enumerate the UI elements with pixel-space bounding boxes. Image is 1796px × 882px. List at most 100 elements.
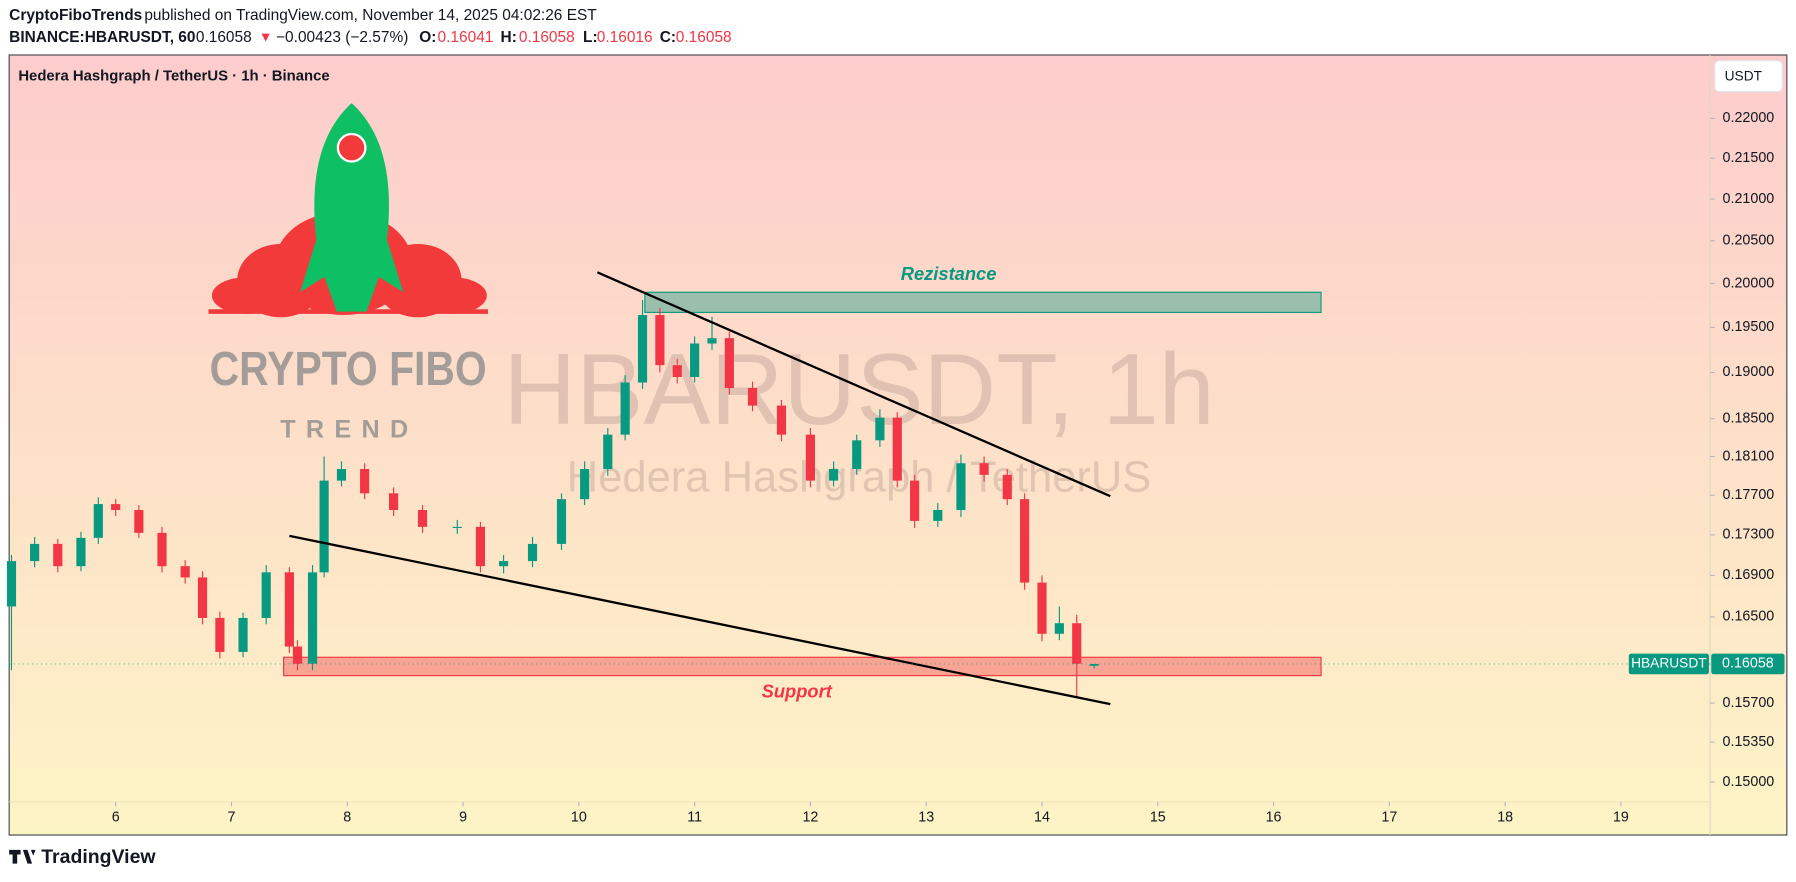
plot: 0.22000 0.21500 0.21000 0.20500 0.20000 0.195…	[6, 110, 1785, 826]
open-label: O:	[419, 29, 436, 46]
zone	[644, 291, 1322, 313]
last-price-box	[1711, 653, 1785, 675]
logo-name: CRYPTO FIBO	[210, 343, 487, 396]
candle-body	[319, 480, 329, 573]
footer-brand: TradingView	[41, 846, 156, 868]
candle-body	[1089, 663, 1099, 666]
candle-body	[933, 509, 943, 521]
y-tick-label: 0.21000	[1723, 191, 1775, 207]
candle-body	[776, 405, 787, 435]
candle-body	[134, 509, 144, 533]
footer-logo	[9, 849, 36, 864]
candle-body	[388, 493, 399, 510]
x-tick-label: 19	[1613, 810, 1629, 826]
candle-body	[956, 463, 966, 510]
y-tick-label: 0.17300	[1723, 527, 1775, 543]
candle-body	[307, 572, 318, 664]
published: published on TradingView.com, November 1…	[144, 7, 597, 24]
candle-body	[261, 572, 271, 618]
y-tick-label: 0.20000	[1723, 275, 1775, 291]
candle-body	[979, 463, 989, 475]
candle-body	[452, 526, 462, 529]
zone	[283, 656, 1322, 677]
candle-body	[197, 577, 208, 618]
candle-body	[111, 504, 121, 510]
candle-body	[6, 561, 17, 607]
candle-body	[1072, 623, 1082, 664]
candle-body	[292, 646, 303, 664]
close-label: C:	[660, 29, 676, 46]
change: −0.00423 (−2.57%)	[276, 29, 408, 46]
candle-body	[828, 469, 839, 481]
candle-body	[215, 617, 225, 652]
y-tick-label: 0.15350	[1723, 734, 1775, 750]
logo: CRYPTO FIBO TREND	[208, 103, 488, 443]
candle-body	[336, 469, 347, 481]
candle-body	[892, 417, 902, 481]
x-tick-label: 18	[1497, 810, 1513, 826]
candle-body	[690, 343, 700, 378]
candle-body	[603, 434, 613, 470]
candle-body	[805, 434, 816, 481]
x-tick-label: 12	[802, 810, 818, 826]
y-tick-label: 0.19500	[1723, 319, 1775, 335]
x-tick-label: 13	[918, 810, 934, 826]
candle-body	[498, 561, 509, 567]
x-tick-label: 6	[112, 810, 120, 826]
watermark: HBARUSDT, 1h	[503, 334, 1214, 446]
currency-box[interactable]	[1714, 60, 1783, 93]
x-tick-label: 14	[1034, 810, 1050, 826]
low-value: 0.16016	[597, 29, 653, 46]
zone-label: Support	[762, 681, 833, 702]
candle-body	[30, 543, 40, 562]
candle-body	[527, 543, 538, 562]
candle-body	[1020, 499, 1030, 583]
candle-body	[1054, 623, 1064, 634]
candle-body	[1002, 474, 1012, 500]
x-tick-label: 11	[687, 810, 702, 826]
candle-body	[875, 417, 885, 441]
candle-body	[655, 315, 665, 366]
close-value: 0.16058	[676, 29, 732, 46]
candle-body	[707, 338, 717, 344]
y-tick-label: 0.15000	[1723, 774, 1775, 790]
x-tick-label: 16	[1266, 810, 1282, 826]
y-tick-label: 0.19000	[1723, 364, 1775, 380]
y-tick-label: 0.18500	[1723, 410, 1775, 426]
x-tick-label: 10	[571, 810, 587, 826]
candle-body	[724, 338, 734, 389]
currency[interactable]: USDT	[1725, 68, 1763, 83]
candle-body	[1037, 582, 1047, 634]
candle-body	[556, 499, 567, 544]
candle-body	[417, 509, 428, 527]
high-value: 0.16058	[519, 29, 575, 46]
last-price: 0.16058	[196, 29, 252, 46]
candle-body	[53, 543, 63, 567]
candle-body	[360, 469, 370, 494]
change-arrow: ▼	[259, 29, 273, 44]
open-value: 0.16041	[438, 29, 494, 46]
y-tick-label: 0.15700	[1723, 695, 1775, 711]
y-tick-label: 0.16500	[1723, 609, 1775, 625]
low-label: L:	[583, 29, 598, 46]
x-tick-label: 9	[459, 810, 467, 826]
candle-body	[747, 388, 758, 406]
candle-body	[852, 440, 862, 470]
trendline	[289, 534, 1111, 706]
y-tick-label: 0.22000	[1723, 110, 1775, 126]
candle-body	[637, 315, 648, 383]
candle-body	[180, 566, 190, 578]
symbol: BINANCE:HBARUSDT, 60	[9, 29, 195, 46]
x-tick-label: 7	[228, 810, 236, 826]
candle-body	[93, 504, 103, 538]
publisher: CryptoFiboTrends	[9, 7, 142, 24]
y-tick-label: 0.18100	[1723, 448, 1775, 464]
high-label: H:	[501, 29, 517, 46]
candle-body	[620, 382, 630, 435]
candle-body	[910, 480, 920, 521]
candle-body	[672, 365, 682, 378]
x-tick-label: 8	[343, 810, 351, 826]
candle-body	[475, 526, 486, 567]
